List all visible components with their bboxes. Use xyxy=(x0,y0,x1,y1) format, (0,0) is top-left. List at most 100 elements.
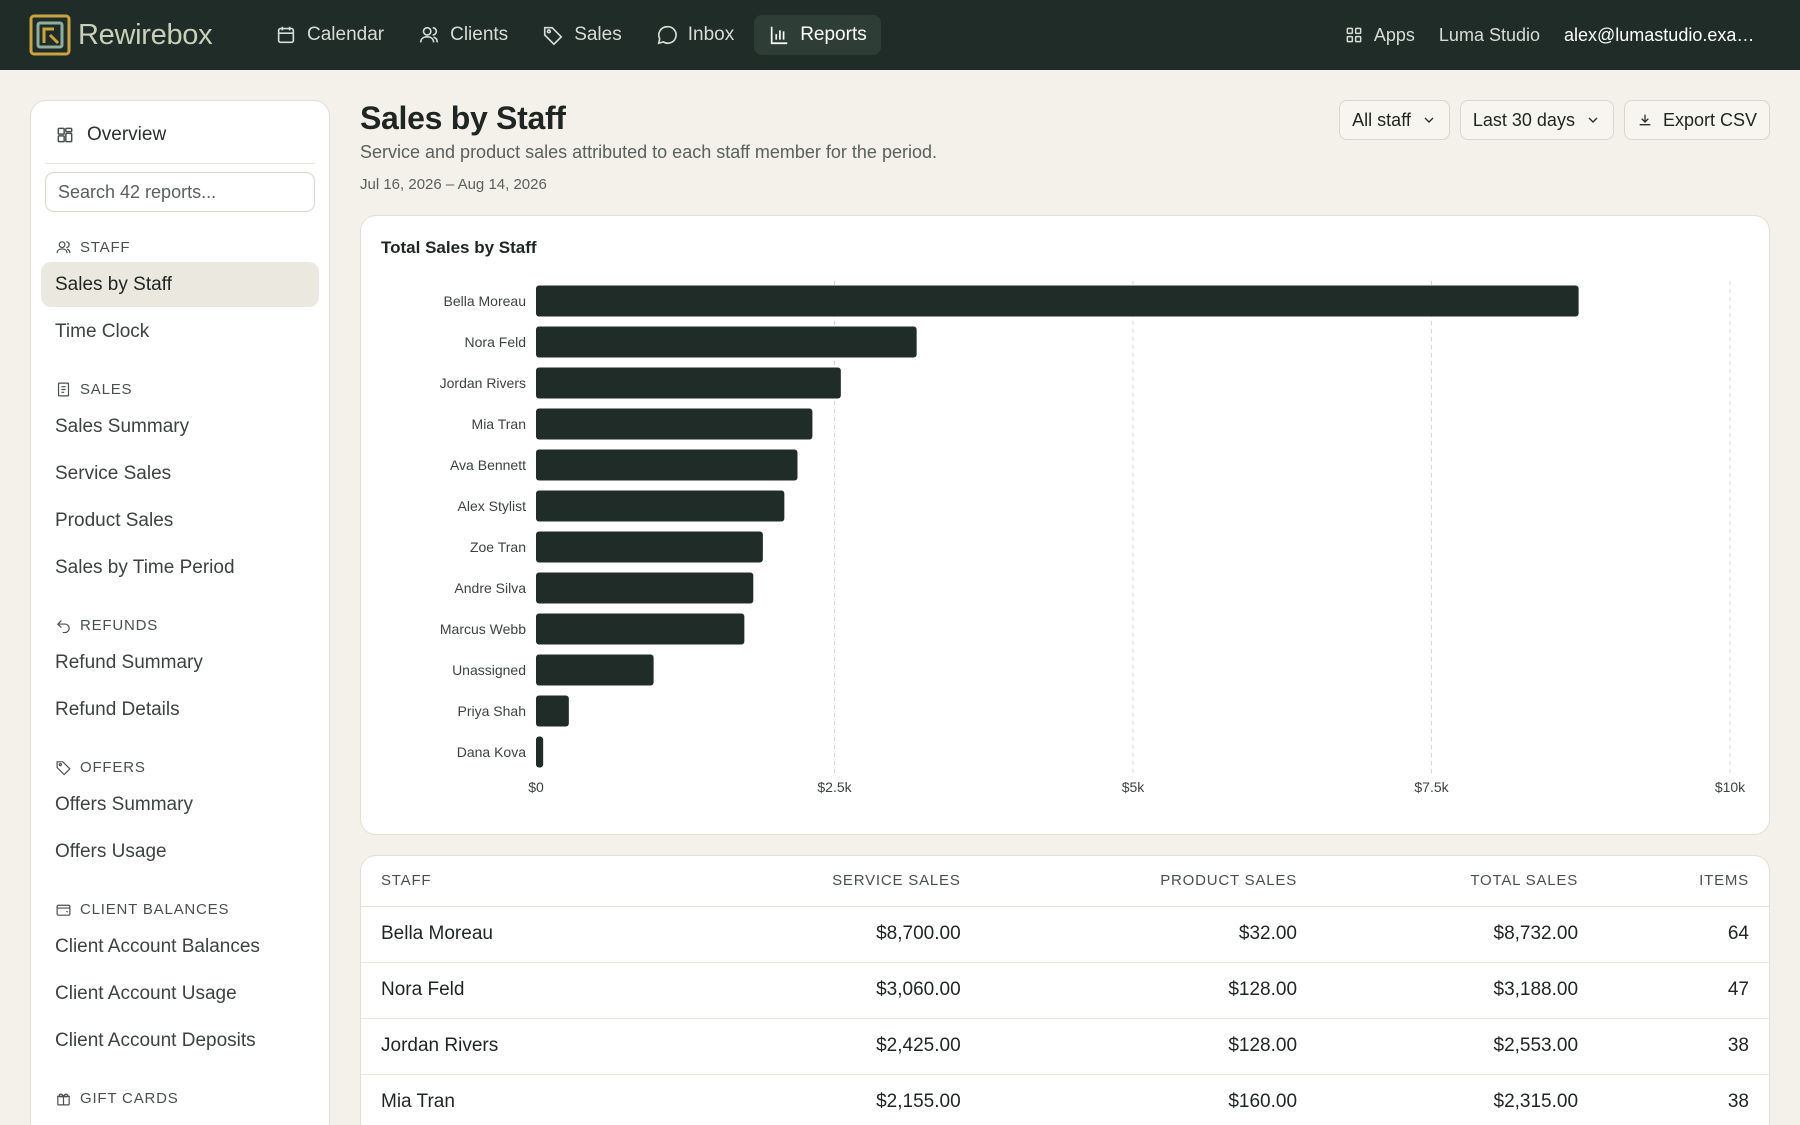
table-row[interactable]: Nora Feld $3,060.00 $128.00 $3,188.00 47 xyxy=(361,962,1769,1019)
apps-label: Apps xyxy=(1373,24,1415,45)
sidebar-item-overview[interactable]: Overview xyxy=(41,113,319,157)
cell-product-sales: $128.00 xyxy=(980,1018,1318,1075)
nav-sales[interactable]: Sales xyxy=(528,15,636,55)
section-refunds-title: REFUNDS xyxy=(80,616,159,634)
chevron-down-icon xyxy=(1588,117,1598,123)
sidebar-item-sales-by-time-period[interactable]: Sales by Time Period xyxy=(55,556,235,578)
export-csv-label: Export CSV xyxy=(1662,109,1757,130)
column-header-items[interactable]: ITEMS xyxy=(1598,856,1769,907)
apps-button[interactable]: Apps xyxy=(1344,25,1415,46)
sidebar-item-client-account-usage[interactable]: Client Account Usage xyxy=(55,982,237,1004)
sidebar-item-product-sales[interactable]: Product Sales xyxy=(55,509,174,531)
chart-bar xyxy=(536,695,569,727)
top-navigation-bar: Rewirebox ✦ Calendar Clients Sales Inbox… xyxy=(0,0,1800,70)
users-icon xyxy=(56,240,71,253)
business-switcher[interactable]: Luma Studio xyxy=(1438,24,1540,45)
section-sales: SALES xyxy=(55,380,319,398)
app-logo[interactable]: Rewirebox ✦ xyxy=(28,13,233,57)
nav-sales-label: Sales xyxy=(574,24,622,45)
total-sales-bar-chart: $0 $2.5k $5k $7.5k $10k Bella Moreau Nora Feld… xyxy=(440,281,1746,795)
sidebar-item-offers-usage[interactable]: Offers Usage xyxy=(55,840,167,862)
chart-category-label: Zoe Tran xyxy=(470,539,526,555)
sidebar-item-gift-card-sales[interactable]: Gift Card Sales xyxy=(41,1113,319,1125)
sidebar-item-time-clock[interactable]: Time Clock xyxy=(55,320,150,342)
report-search-input[interactable] xyxy=(45,172,315,212)
cell-items: 38 xyxy=(1598,1074,1769,1125)
cell-items: 47 xyxy=(1598,962,1769,1019)
sidebar-item-sales-by-staff[interactable]: Sales by Staff xyxy=(41,262,319,307)
section-gift-cards-title: GIFT CARDS xyxy=(80,1089,179,1107)
tag-icon xyxy=(544,26,563,46)
chart-category-label: Marcus Webb xyxy=(440,621,526,637)
sidebar-item-client-account-balances[interactable]: Client Account Balances xyxy=(55,935,260,957)
chart-category-label: Bella Moreau xyxy=(444,293,527,309)
column-header-product-sales[interactable]: PRODUCT SALES xyxy=(980,856,1318,907)
nav-calendar[interactable]: Calendar xyxy=(261,15,398,55)
section-sales-title: SALES xyxy=(80,380,133,398)
nav-reports[interactable]: Reports xyxy=(754,15,881,55)
chart-category-label: Nora Feld xyxy=(465,334,526,350)
cell-staff: Jordan Rivers xyxy=(361,1018,661,1075)
rewirebox-logo-icon xyxy=(28,13,72,57)
report-controls: All staff Last 30 days Export CSV xyxy=(1339,100,1770,140)
nav-clients[interactable]: Clients xyxy=(404,15,522,55)
sidebar-item-sales-summary[interactable]: Sales Summary xyxy=(55,415,190,437)
cell-product-sales: $32.00 xyxy=(980,906,1318,963)
table-row[interactable]: Mia Tran $2,155.00 $160.00 $2,315.00 38 xyxy=(361,1074,1769,1125)
section-staff-title: STAFF xyxy=(80,238,131,256)
staff-filter-value: All staff xyxy=(1352,109,1411,130)
wallet-icon xyxy=(56,904,71,916)
chart-category-label: Alex Stylist xyxy=(458,498,527,514)
sidebar-item-offers-summary[interactable]: Offers Summary xyxy=(55,793,193,815)
chart-card: Total Sales by Staff $0 $2.5k $5k $7.5k $10k… xyxy=(360,215,1770,835)
nav-inbox[interactable]: Inbox xyxy=(642,15,748,55)
staff-filter-dropdown[interactable]: All staff xyxy=(1339,100,1450,140)
cell-total-sales: $8,732.00 xyxy=(1317,906,1599,963)
chart-bar xyxy=(536,572,754,604)
user-account-menu[interactable]: alex@lumastudio.exam... xyxy=(1564,24,1756,45)
chart-category-label: Dana Kova xyxy=(457,744,526,760)
chart-category-label: Andre Silva xyxy=(454,580,526,596)
receipt-icon xyxy=(57,382,70,396)
cell-product-sales: $128.00 xyxy=(980,962,1318,1019)
column-header-service-sales[interactable]: SERVICE SALES xyxy=(660,856,981,907)
undo-icon xyxy=(56,619,70,633)
cell-service-sales: $8,700.00 xyxy=(660,906,981,963)
cell-product-sales: $160.00 xyxy=(980,1074,1318,1125)
period-filter-value: Last 30 days xyxy=(1472,109,1575,130)
table-row[interactable]: Jordan Rivers $2,425.00 $128.00 $2,553.0… xyxy=(361,1018,1769,1075)
sidebar-item-client-account-deposits[interactable]: Client Account Deposits xyxy=(55,1029,256,1051)
chart-category-label: Mia Tran xyxy=(472,416,526,432)
sidebar-item-service-sales[interactable]: Service Sales xyxy=(55,462,172,484)
export-csv-button[interactable]: Export CSV xyxy=(1623,100,1770,140)
column-header-total-sales[interactable]: TOTAL SALES xyxy=(1317,856,1599,907)
staff-sales-table: STAFF SERVICE SALES PRODUCT SALES TOTAL … xyxy=(361,856,1769,1125)
cell-staff: Bella Moreau xyxy=(361,906,661,963)
sidebar-item-refund-details[interactable]: Refund Details xyxy=(55,698,180,720)
section-offers-title: OFFERS xyxy=(80,758,146,776)
section-staff: STAFF xyxy=(55,238,319,256)
top-right-area: Apps Luma Studio alex@lumastudio.exam... xyxy=(1344,25,1756,46)
section-client-balances: CLIENT BALANCES xyxy=(55,900,319,918)
section-offers: OFFERS xyxy=(55,758,319,776)
grid-icon xyxy=(1346,27,1362,43)
chart-x-tick-label: $5k xyxy=(1122,779,1146,795)
chart-title: Total Sales by Staff xyxy=(381,238,537,257)
chevron-down-icon xyxy=(1424,117,1434,123)
sidebar-item-refund-summary[interactable]: Refund Summary xyxy=(55,651,203,673)
bar-chart-icon xyxy=(771,26,788,45)
chart-bar xyxy=(536,613,745,645)
period-filter-dropdown[interactable]: Last 30 days xyxy=(1459,100,1614,140)
section-gift-cards: GIFT CARDS xyxy=(55,1089,319,1107)
chart-bar xyxy=(536,654,654,686)
table-row[interactable]: Bella Moreau $8,700.00 $32.00 $8,732.00 … xyxy=(361,906,1769,963)
calendar-icon xyxy=(277,26,295,44)
cell-staff: Nora Feld xyxy=(361,962,661,1019)
section-client-balances-title: CLIENT BALANCES xyxy=(80,900,230,918)
chart-x-tick-label: $10k xyxy=(1715,779,1746,795)
tag-icon xyxy=(56,760,71,775)
cell-total-sales: $2,315.00 xyxy=(1317,1074,1599,1125)
app-name: Rewirebox xyxy=(78,18,213,51)
chart-bar xyxy=(536,408,813,440)
column-header-staff[interactable]: STAFF xyxy=(361,856,661,907)
